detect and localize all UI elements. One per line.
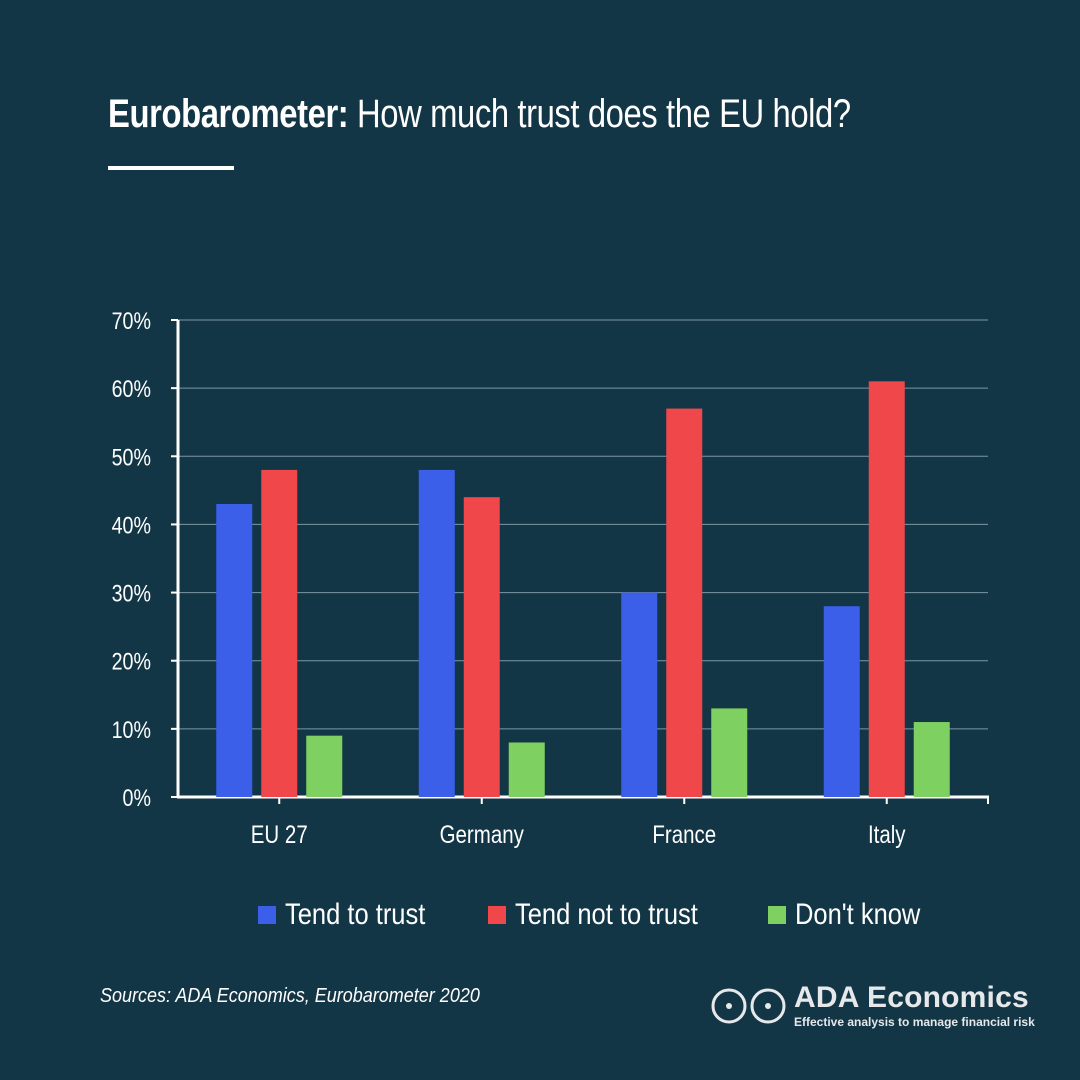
legend-label-not-trust: Tend not to trust <box>515 898 698 931</box>
y-tick-label: 0% <box>123 784 151 811</box>
bar-trust <box>823 606 860 797</box>
x-tick-label: Italy <box>868 820 906 848</box>
bar-trust <box>621 592 658 797</box>
bar-dont-know <box>711 708 748 797</box>
y-tick-label: 30% <box>112 580 151 607</box>
legend: Tend to trust Tend not to trust Don't kn… <box>258 898 943 932</box>
bar-not-trust <box>868 381 905 797</box>
legend-swatch-not-trust <box>488 906 507 924</box>
legend-item-trust: Tend to trust <box>258 898 450 932</box>
brand-name: ADA Economics <box>794 981 1029 1014</box>
x-tick-label: Germany <box>440 820 525 848</box>
bar-trust <box>418 469 455 797</box>
legend-swatch-dont-know <box>768 906 787 924</box>
bar-dont-know <box>306 735 343 797</box>
title-underline <box>108 166 234 170</box>
y-tick-label: 70% <box>112 307 151 334</box>
bar-trust <box>216 503 253 797</box>
legend-swatch-trust <box>258 906 276 924</box>
legend-item-not-trust: Tend not to trust <box>488 898 730 932</box>
chart-title-rest: How much trust does the EU hold? <box>348 92 851 136</box>
y-tick-label: 10% <box>112 716 151 743</box>
legend-item-dont-know: Don't know <box>768 898 942 932</box>
bar-not-trust <box>261 469 298 797</box>
source-note: Sources: ADA Economics, Eurobarometer 20… <box>100 985 480 1007</box>
y-tick-label: 60% <box>112 375 151 402</box>
chart-title: Eurobarometer: How much trust does the E… <box>108 88 851 140</box>
x-tick-label: EU 27 <box>251 820 308 848</box>
legend-label-trust: Tend to trust <box>285 898 426 931</box>
y-tick-label: 50% <box>112 443 151 470</box>
y-tick-label: 20% <box>112 648 151 675</box>
bar-dont-know <box>508 742 545 797</box>
brand: ADA Economics Effective analysis to mana… <box>710 982 1035 1030</box>
brand-tagline: Effective analysis to manage financial r… <box>794 1015 1035 1029</box>
legend-label-dont-know: Don't know <box>795 898 921 931</box>
bar-not-trust <box>463 497 500 797</box>
bar-not-trust <box>666 408 703 797</box>
ada-logo-icon <box>711 988 786 1024</box>
x-tick-label: France <box>652 820 716 848</box>
bar-chart: 0% 10% 20% 30% 40% 50% 60% 70% EU 27 Germany Franc… <box>112 307 989 848</box>
y-tick-label: 40% <box>112 512 151 539</box>
bar-dont-know <box>913 722 950 797</box>
chart-title-bold: Eurobarometer: <box>108 92 349 136</box>
